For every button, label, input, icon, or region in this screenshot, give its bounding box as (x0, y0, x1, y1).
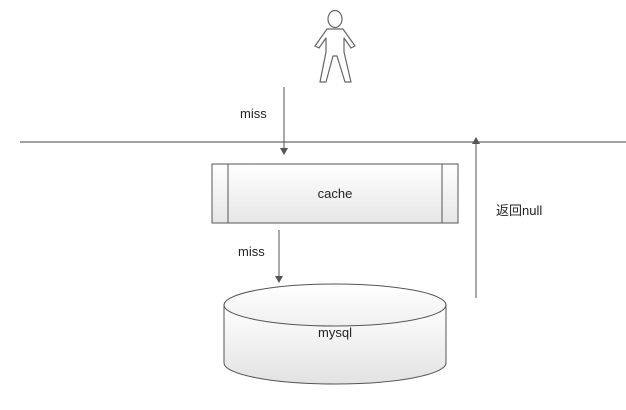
mysql-label: mysql (318, 325, 352, 340)
miss-label-bottom: miss (238, 244, 265, 259)
cache-box (211, 163, 459, 224)
miss-label-top: miss (240, 106, 267, 121)
cache-label: cache (318, 186, 353, 201)
return-null-label: 返回null (496, 203, 542, 218)
return-arrow (472, 137, 480, 298)
person-outline-icon (314, 9, 356, 83)
request-arrow-to-mysql (275, 230, 283, 283)
mysql-database-cylinder (223, 283, 447, 385)
request-arrow-to-cache (280, 87, 288, 155)
